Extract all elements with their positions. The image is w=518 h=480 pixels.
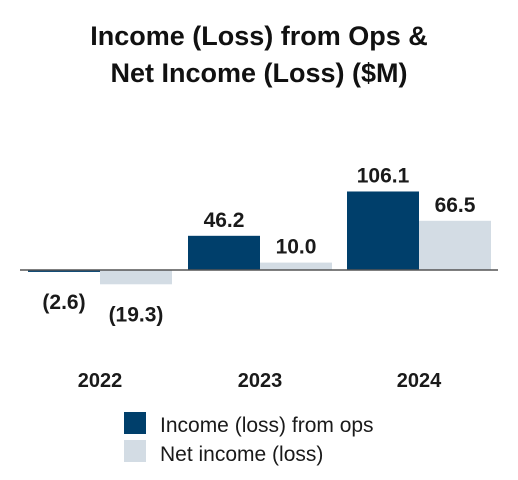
bar-2022-series-2	[100, 270, 172, 285]
legend-swatch-series-2	[124, 440, 146, 462]
bar-2023-series-1	[188, 235, 260, 270]
x-tick-label-2024: 2024	[397, 370, 442, 392]
x-tick-label-2023: 2023	[238, 370, 283, 392]
legend: Income (loss) from ops Net income (loss)	[124, 412, 374, 466]
bars-group	[28, 191, 491, 285]
x-tick-labels-group: 2022 2023 2024	[78, 370, 442, 392]
legend-swatch-series-1	[124, 412, 146, 434]
data-label-2022-series-1: (2.6)	[42, 291, 85, 314]
data-label-2024-series-2: 66.5	[435, 194, 476, 217]
data-label-2023-series-2: 10.0	[276, 236, 317, 259]
legend-label-series-2: Net income (loss)	[160, 443, 323, 466]
bar-2023-series-2	[260, 262, 332, 270]
x-tick-label-2022: 2022	[78, 370, 123, 392]
chart-subtitle: Net Income (Loss) ($M)	[110, 58, 407, 88]
data-label-2024-series-1: 106.1	[357, 164, 410, 187]
data-label-2023-series-1: 46.2	[204, 209, 245, 232]
bar-2024-series-1	[347, 191, 419, 270]
chart-title: Income (Loss) from Ops &	[90, 21, 428, 51]
bar-2022-series-1	[28, 270, 100, 272]
data-label-2022-series-2: (19.3)	[109, 303, 164, 326]
data-labels-group: (2.6) (19.3) 46.2 10.0 106.1 66.5	[42, 164, 475, 326]
legend-label-series-1: Income (loss) from ops	[160, 414, 374, 437]
bar-2024-series-2	[419, 220, 491, 270]
